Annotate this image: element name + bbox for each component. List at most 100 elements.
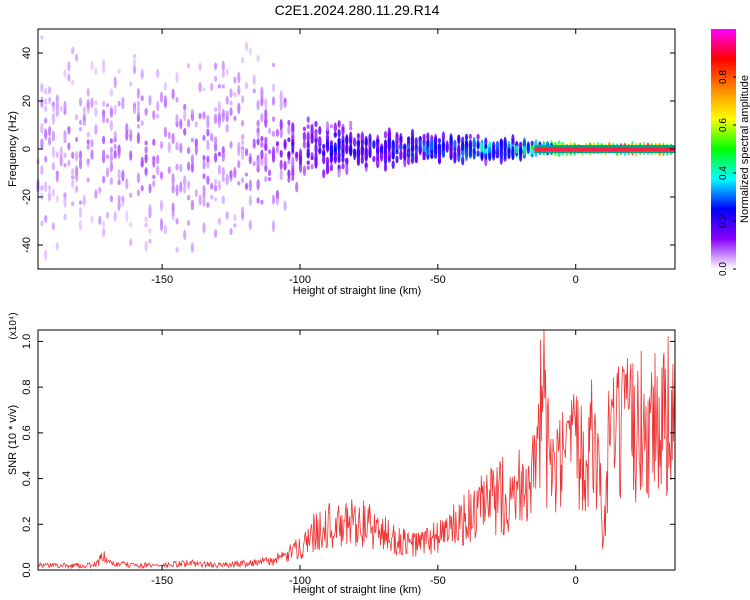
heatmap-cell xyxy=(383,163,388,172)
heatmap-cell xyxy=(225,68,229,76)
heatmap-cell xyxy=(318,138,322,145)
heatmap-cell xyxy=(190,199,194,207)
heatmap-cell xyxy=(333,151,337,157)
heatmap-cell xyxy=(129,192,133,198)
colorbar-tick-label: 0.6 xyxy=(718,118,729,132)
heatmap-cell xyxy=(264,117,268,128)
heatmap-cell xyxy=(63,196,67,208)
heatmap-cell xyxy=(341,142,345,151)
heatmap-cell xyxy=(329,140,333,145)
heatmap-cell xyxy=(248,195,252,207)
heatmap-cell xyxy=(159,141,164,150)
heatmap-cell xyxy=(159,171,164,180)
heatmap-cell xyxy=(117,199,121,211)
heatmap-cell xyxy=(71,201,75,206)
heatmap-cell xyxy=(144,216,148,223)
heatmap-cell xyxy=(248,179,252,192)
heatmap-cell xyxy=(387,140,391,152)
heatmap-cell xyxy=(244,41,249,51)
heatmap-cell xyxy=(476,133,480,140)
heatmap-cell xyxy=(125,178,129,190)
heatmap-cell xyxy=(229,88,233,98)
heatmap-cell xyxy=(75,185,79,194)
heatmap-cell xyxy=(488,151,492,162)
heatmap-cell xyxy=(210,194,214,200)
heatmap-cell xyxy=(102,154,106,164)
heatmap-cell xyxy=(206,139,210,151)
heatmap-cell xyxy=(55,152,59,159)
heatmap-cell xyxy=(40,220,44,227)
heatmap-cell xyxy=(376,160,380,166)
heatmap-cell xyxy=(291,175,295,181)
heatmap-cell xyxy=(121,169,125,182)
heatmap-cell xyxy=(117,195,121,202)
heatmap-cell xyxy=(287,160,291,165)
heatmap-cell xyxy=(78,157,83,170)
heatmap-cell xyxy=(298,156,303,164)
heatmap-cell xyxy=(349,137,353,146)
heatmap-cell xyxy=(98,186,102,194)
heatmap-cell xyxy=(372,155,376,163)
heatmap-cell xyxy=(256,179,260,191)
heatmap-cell xyxy=(391,144,395,151)
heatmap-cell xyxy=(329,163,333,171)
heatmap-cell xyxy=(229,170,233,179)
heatmap-cell xyxy=(271,194,276,205)
heatmap-cell xyxy=(302,140,306,149)
heatmap-cell xyxy=(360,150,364,156)
heatmap-cell xyxy=(256,99,260,111)
heatmap-cell xyxy=(356,147,360,158)
heatmap-cell xyxy=(78,200,83,205)
heatmap-cell xyxy=(44,117,48,124)
heatmap-cell xyxy=(159,91,164,104)
colorbar-gradient xyxy=(711,29,736,269)
heatmap-cell xyxy=(488,148,492,153)
heatmap-cell xyxy=(360,155,364,164)
heatmap-cell xyxy=(407,148,411,153)
heatmap-cell xyxy=(140,156,144,168)
heatmap-cell xyxy=(233,166,237,179)
heatmap-cell xyxy=(48,97,52,102)
heatmap-cell xyxy=(55,195,59,203)
heatmap-cell xyxy=(237,160,241,169)
heatmap-cell xyxy=(279,119,283,130)
heatmap-cell xyxy=(183,185,187,194)
heatmap-cell xyxy=(225,95,229,105)
heatmap-cell xyxy=(63,163,67,168)
carrier-line xyxy=(534,147,675,151)
heatmap-cell xyxy=(291,122,295,131)
heatmap-cell xyxy=(430,148,434,155)
heatmap-cell xyxy=(241,139,245,146)
heatmap-cell xyxy=(422,133,426,141)
heatmap-cell xyxy=(461,155,465,166)
heatmap-cell xyxy=(476,152,480,157)
heatmap-cell xyxy=(109,146,113,154)
heatmap-cell xyxy=(59,154,63,167)
heatmap-cell xyxy=(175,184,179,197)
heatmap-cell xyxy=(237,141,241,152)
heatmap-cell xyxy=(190,162,194,173)
heatmap-cell xyxy=(314,156,318,169)
heatmap-cell xyxy=(206,128,210,137)
heatmap-cell xyxy=(48,136,52,146)
heatmap-cell xyxy=(63,69,67,78)
heatmap-cell xyxy=(507,146,511,156)
heatmap-cell xyxy=(337,168,341,178)
heatmap-cell xyxy=(271,96,276,106)
heatmap-cell xyxy=(260,141,264,148)
heatmap-cell xyxy=(345,163,349,176)
y-tick-label: 0.8 xyxy=(21,379,33,394)
heatmap-cell xyxy=(171,212,175,217)
heatmap-cell xyxy=(113,211,117,222)
heatmap-cell xyxy=(260,86,264,99)
heatmap-cell xyxy=(407,158,411,166)
colorbar-label: Normalized spectral amplitude xyxy=(739,75,750,223)
heatmap-cell xyxy=(268,169,272,177)
heatmap-cell xyxy=(337,142,341,153)
x-tick-label: -150 xyxy=(151,274,173,286)
heatmap-cell xyxy=(78,126,83,132)
heatmap-cell xyxy=(198,112,202,120)
heatmap-cell xyxy=(279,150,283,158)
heatmap-cell xyxy=(214,197,218,202)
heatmap-cell xyxy=(279,159,283,170)
